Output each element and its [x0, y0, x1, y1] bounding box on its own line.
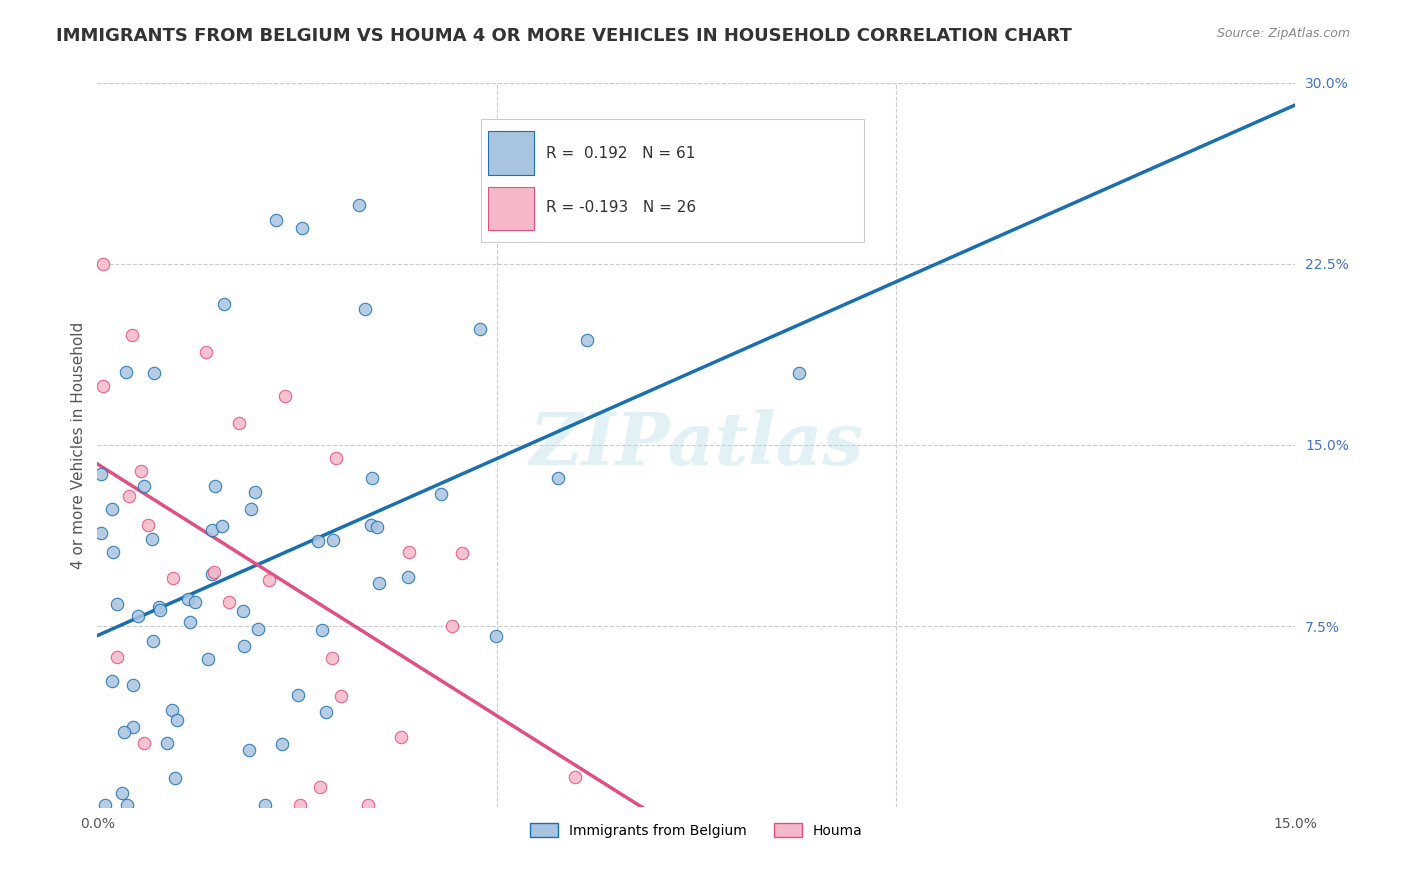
Point: [142, 634, 165, 648]
Point: [291, 220, 314, 235]
Point: [308, 780, 330, 794]
Point: [243, 485, 266, 500]
Point: [368, 576, 391, 591]
Point: [450, 545, 472, 559]
Point: [201, 524, 224, 538]
Point: [121, 678, 143, 692]
Point: [101, 545, 124, 559]
Point: [321, 650, 343, 665]
Point: [91, 257, 114, 271]
Point: [166, 713, 188, 727]
Point: [204, 479, 226, 493]
Point: [257, 574, 280, 588]
Text: IMMIGRANTS FROM BELGIUM VS HOUMA 4 OR MORE VEHICLES IN HOUSEHOLD CORRELATION CHA: IMMIGRANTS FROM BELGIUM VS HOUMA 4 OR MO…: [56, 27, 1073, 45]
Point: [201, 566, 224, 581]
Point: [232, 604, 254, 618]
Point: [356, 797, 378, 812]
Point: [148, 600, 170, 615]
Point: [162, 571, 184, 585]
Point: [115, 365, 138, 379]
Point: [141, 532, 163, 546]
Point: [576, 333, 599, 347]
Point: [239, 502, 262, 516]
Point: [787, 366, 810, 380]
Point: [389, 730, 412, 744]
Point: [101, 501, 124, 516]
Point: [90, 467, 112, 481]
Point: [271, 737, 294, 751]
Point: [485, 629, 508, 643]
Point: [398, 545, 420, 559]
Point: [155, 736, 177, 750]
Y-axis label: 4 or more Vehicles in Household: 4 or more Vehicles in Household: [72, 321, 86, 568]
Point: [360, 517, 382, 532]
Point: [347, 197, 370, 211]
Point: [197, 652, 219, 666]
Point: [288, 797, 311, 812]
Point: [564, 770, 586, 784]
Point: [134, 736, 156, 750]
Point: [143, 366, 166, 380]
Point: [315, 705, 337, 719]
Point: [361, 471, 384, 485]
Point: [366, 520, 388, 534]
Point: [94, 797, 117, 812]
Point: [330, 690, 353, 704]
Point: [202, 565, 225, 579]
Point: [121, 720, 143, 734]
Point: [211, 519, 233, 533]
Point: [468, 322, 491, 336]
Point: [132, 479, 155, 493]
Point: [160, 703, 183, 717]
Point: [90, 525, 112, 540]
Point: [254, 797, 277, 812]
Point: [183, 595, 205, 609]
Point: [105, 597, 128, 611]
Point: [287, 688, 309, 702]
Point: [307, 533, 329, 548]
Point: [396, 570, 419, 584]
Point: [274, 389, 297, 403]
Point: [322, 533, 344, 548]
Point: [430, 486, 453, 500]
Point: [194, 345, 217, 359]
Point: [441, 618, 464, 632]
Point: [111, 786, 134, 800]
Point: [121, 328, 143, 343]
Legend: Immigrants from Belgium, Houma: Immigrants from Belgium, Houma: [524, 818, 869, 844]
Point: [353, 301, 375, 316]
Point: [91, 379, 114, 393]
Text: ZIPatlas: ZIPatlas: [529, 409, 863, 481]
Point: [177, 591, 200, 606]
Point: [163, 771, 186, 785]
Point: [101, 673, 124, 688]
Point: [112, 725, 135, 739]
Point: [149, 602, 172, 616]
Point: [212, 297, 235, 311]
Point: [311, 623, 333, 637]
Point: [233, 640, 256, 654]
Point: [129, 465, 152, 479]
Point: [136, 517, 159, 532]
Point: [547, 471, 569, 485]
Point: [238, 743, 260, 757]
Point: [228, 416, 250, 430]
Point: [325, 451, 347, 466]
Point: [115, 797, 138, 812]
Text: Source: ZipAtlas.com: Source: ZipAtlas.com: [1216, 27, 1350, 40]
Point: [105, 650, 128, 665]
Point: [218, 595, 240, 609]
Point: [266, 212, 288, 227]
Point: [118, 489, 141, 503]
Point: [246, 622, 269, 636]
Point: [179, 615, 201, 629]
Point: [127, 608, 149, 623]
